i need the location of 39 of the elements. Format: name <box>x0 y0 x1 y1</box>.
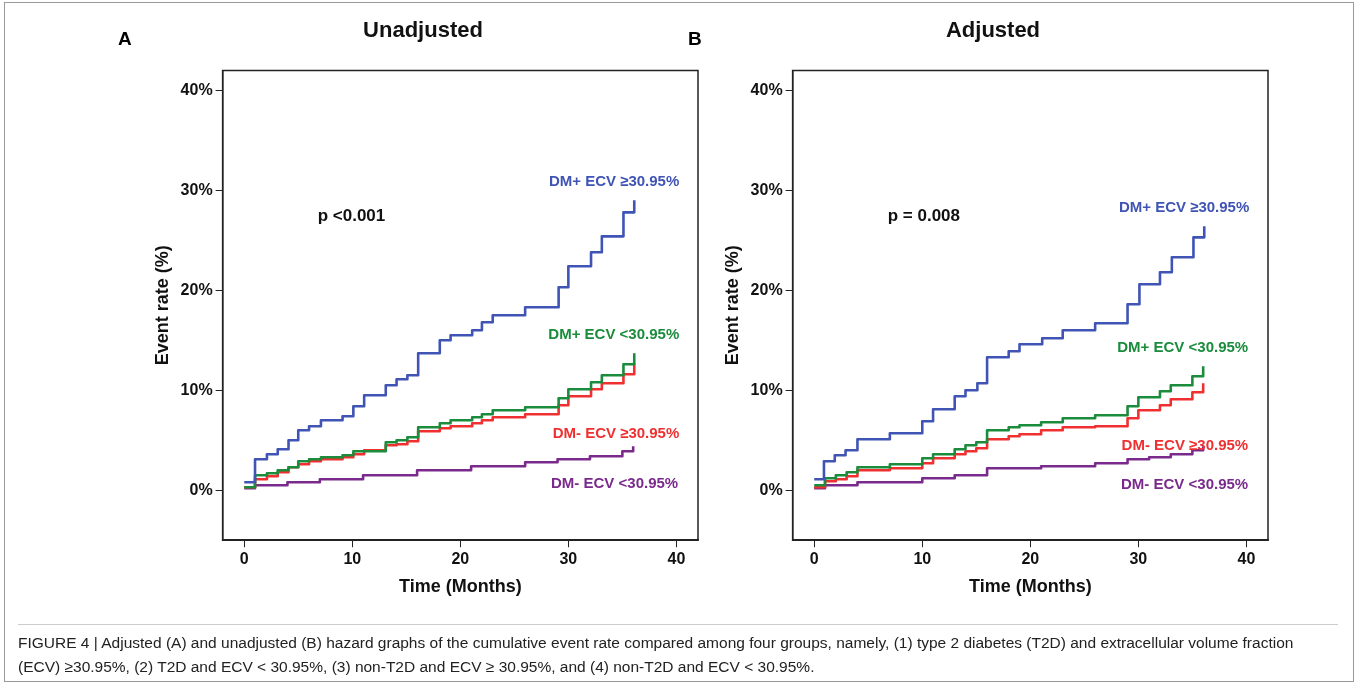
text: B <box>688 28 702 50</box>
x-tick-label: 20 <box>1021 550 1040 568</box>
x-tick-label: 0 <box>809 550 819 568</box>
annotation: p = 0.008 <box>887 205 961 225</box>
x-tick-label: 30 <box>559 550 578 568</box>
series-label: DM- ECV ≥30.95% <box>552 424 680 442</box>
series-label: DM+ ECV <30.95% <box>548 325 680 343</box>
caption: FIGURE 4 | Adjusted (A) and unadjusted (B) hazard graphs of the cumulative event rate compared among four groups, namely, (1) type 2 diabetes (T2D) and extracellular volume fraction (ECV) ≥30.95%, (2) T2D and ECV < 30.95%, (3) non-T2D and ECV ≥ 30.95%, and (4) non-T2D and ECV < 30.95%. <box>18 624 1338 679</box>
x-tick-label: 10 <box>913 550 932 568</box>
chart-title: Unadjusted <box>363 17 483 43</box>
y-axis-title: Event rate (%) <box>721 245 742 366</box>
x-axis-title: Time (Months) <box>398 576 522 597</box>
y-tick-label: 30% <box>750 180 783 198</box>
y-tick-label: 30% <box>180 180 213 198</box>
series-label: DM- ECV <30.95% <box>551 474 679 492</box>
x-axis-title: Time (Months) <box>968 576 1092 597</box>
series-label: DM+ ECV <30.95% <box>1117 338 1249 356</box>
y-tick-label: 0% <box>759 480 783 498</box>
annotation: p <0.001 <box>317 205 386 225</box>
series-label: DM- ECV ≥30.95% <box>1121 436 1249 454</box>
x-tick-label: 10 <box>343 550 362 568</box>
text: A <box>118 28 132 50</box>
x-tick-label: 0 <box>239 550 249 568</box>
y-tick-label: 10% <box>180 380 213 398</box>
y-tick-label: 10% <box>750 380 783 398</box>
y-tick-label: 40% <box>750 80 783 98</box>
y-tick-label: 40% <box>180 80 213 98</box>
series-label: DM+ ECV ≥30.95% <box>548 172 680 190</box>
y-axis-title: Event rate (%) <box>151 245 172 366</box>
y-tick-label: 20% <box>750 280 783 298</box>
series-label: DM+ ECV ≥30.95% <box>1118 198 1250 216</box>
chart-title: Adjusted <box>945 17 1041 43</box>
y-tick-label: 0% <box>189 480 213 498</box>
x-tick-label: 40 <box>1237 550 1256 568</box>
x-tick-label: 30 <box>1129 550 1148 568</box>
x-tick-label: 40 <box>667 550 686 568</box>
y-tick-label: 20% <box>180 280 213 298</box>
series-label: DM- ECV <30.95% <box>1121 475 1249 493</box>
x-tick-label: 20 <box>451 550 470 568</box>
